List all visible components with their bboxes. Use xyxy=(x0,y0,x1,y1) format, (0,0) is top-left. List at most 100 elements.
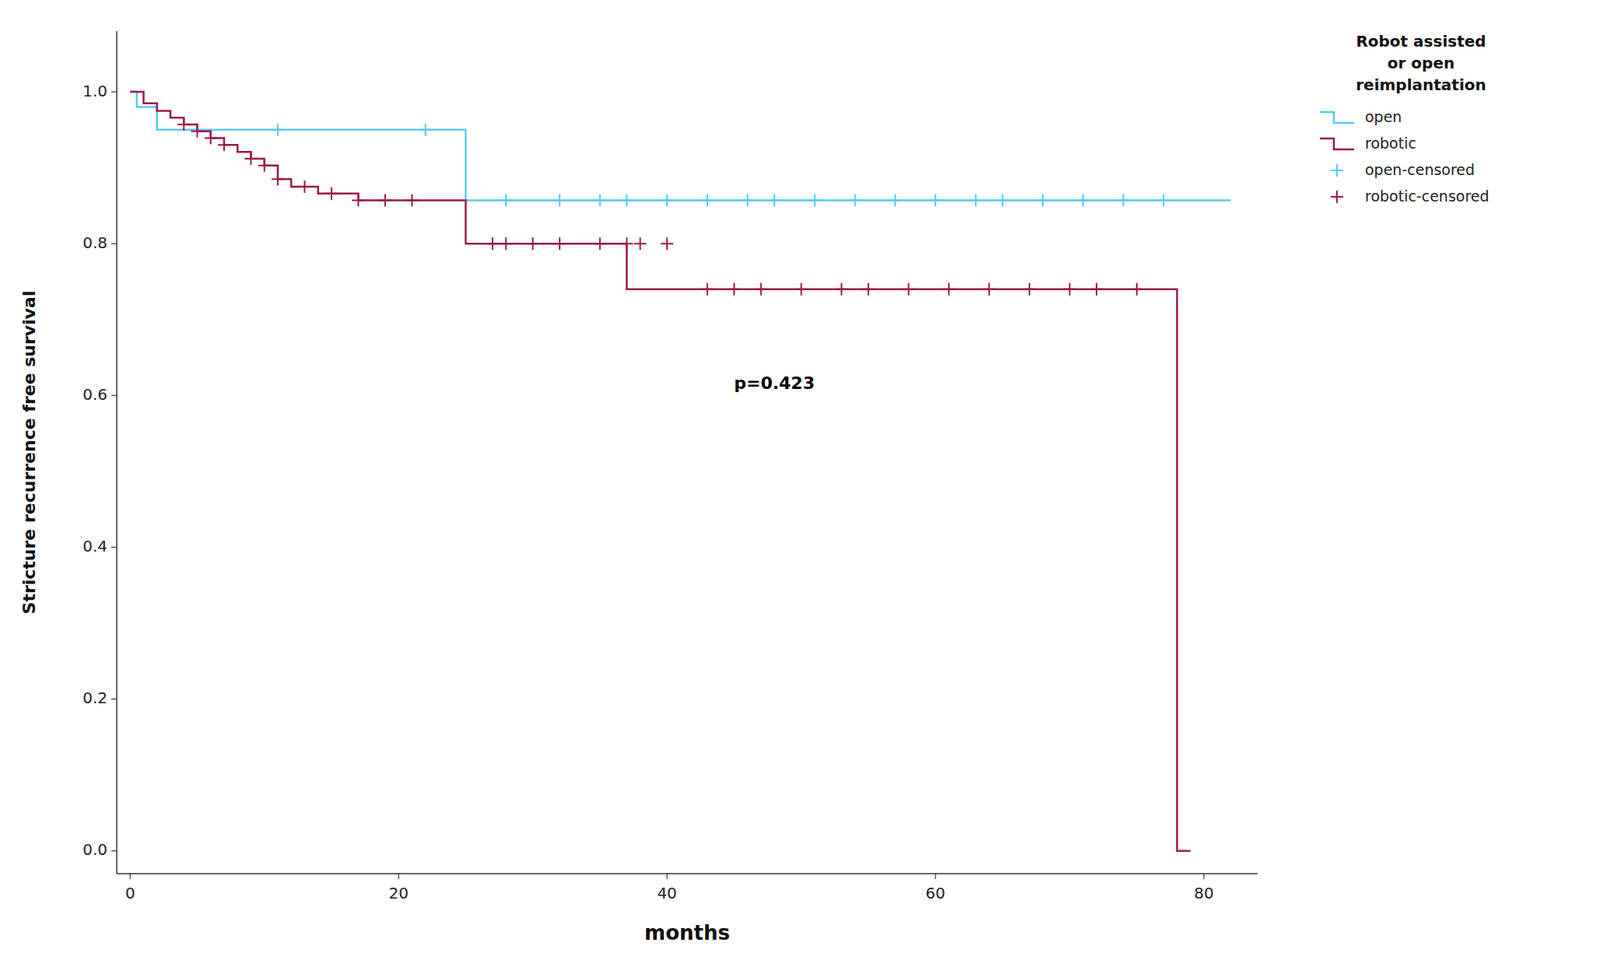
censored-mark xyxy=(1023,283,1036,296)
censored-mark xyxy=(351,194,365,208)
censored-marks xyxy=(177,118,1144,296)
censored-marks xyxy=(271,123,1170,208)
y-tick xyxy=(111,395,117,397)
x-tick xyxy=(398,873,400,880)
censored-mark xyxy=(405,194,418,208)
survival-line xyxy=(129,91,1231,201)
legend-title-line: or open xyxy=(1387,53,1455,73)
censored-mark xyxy=(553,237,566,250)
censored-mark xyxy=(888,194,902,208)
legend-swatch xyxy=(1319,138,1355,150)
plot-area xyxy=(129,91,1231,852)
y-tick-label: 0.8 xyxy=(82,233,108,253)
legend: Robot assistedor openreimplantation open r… xyxy=(1319,31,1490,205)
x-axis-label: months xyxy=(644,921,730,945)
censored-mark xyxy=(526,237,540,250)
censored-mark xyxy=(378,194,392,208)
censored-mark xyxy=(593,194,607,208)
y-tick xyxy=(111,547,117,548)
x-tick-label: 40 xyxy=(656,884,677,903)
censored-mark xyxy=(795,283,808,296)
axes: 0 20 40 60 80 0.0 0.2 0.4 0.6 0.8 1.0 xyxy=(82,31,1258,903)
censored-mark xyxy=(862,283,875,296)
censored-mark xyxy=(634,237,647,250)
legend-title-line: Robot assisted xyxy=(1355,31,1486,51)
censored-mark xyxy=(929,194,942,208)
censored-mark xyxy=(996,194,1009,208)
censored-mark xyxy=(902,283,916,296)
x-tick-label: 20 xyxy=(388,884,408,903)
censored-mark xyxy=(244,152,257,165)
censored-mark xyxy=(1157,194,1170,208)
censored-mark xyxy=(190,125,204,138)
censored-mark xyxy=(1090,283,1103,296)
y-tick xyxy=(111,91,117,92)
censored-mark xyxy=(701,283,714,296)
censored-mark xyxy=(768,194,781,208)
censored-mark xyxy=(217,138,231,151)
censored-mark xyxy=(325,187,338,200)
y-tick xyxy=(111,243,117,245)
x-axis-line xyxy=(116,873,1258,875)
legend-label: robotic-censored xyxy=(1364,187,1490,205)
censored-mark xyxy=(271,123,285,137)
legend-label: open xyxy=(1364,108,1402,126)
censored-mark xyxy=(942,283,955,296)
legend-label: robotic xyxy=(1364,134,1417,152)
legend-label: open-censored xyxy=(1364,161,1475,179)
censored-mark xyxy=(835,283,848,296)
censored-mark xyxy=(553,194,566,208)
censored-mark xyxy=(419,123,432,137)
censored-mark xyxy=(298,180,311,193)
legend-swatch xyxy=(1330,190,1344,204)
survival-line xyxy=(129,91,1191,852)
annotation: p=0.423 xyxy=(733,373,815,393)
censored-mark xyxy=(727,283,741,296)
censored-mark xyxy=(620,237,633,250)
y-tick-label: 0.0 xyxy=(82,840,108,860)
censored-mark xyxy=(701,194,714,208)
censored-mark xyxy=(177,118,190,131)
censored-mark xyxy=(1117,194,1130,208)
censored-mark xyxy=(593,237,607,250)
y-tick xyxy=(111,850,117,852)
y-axis-label: Stricture recurrence free survival xyxy=(19,291,39,615)
censored-mark xyxy=(271,172,285,186)
y-tick-label: 1.0 xyxy=(82,81,108,101)
x-tick xyxy=(1203,873,1204,880)
censored-mark xyxy=(204,132,218,145)
y-tick-label: 0.2 xyxy=(82,688,108,708)
censored-mark xyxy=(808,194,822,208)
censored-mark xyxy=(754,283,768,296)
y-axis-line xyxy=(115,31,118,874)
x-tick xyxy=(129,873,131,880)
censored-mark xyxy=(1130,283,1144,296)
censored-mark xyxy=(969,194,983,208)
legend-swatch xyxy=(1330,164,1344,177)
x-tick-label: 60 xyxy=(925,884,945,903)
y-tick-label: 0.6 xyxy=(82,385,108,404)
x-tick-label: 0 xyxy=(125,884,136,903)
censored-mark xyxy=(982,283,996,296)
censored-mark xyxy=(660,237,674,250)
legend-swatch xyxy=(1319,112,1355,123)
x-tick xyxy=(934,873,936,880)
legend-title-line: reimplantation xyxy=(1355,75,1486,95)
legend-title: Robot assistedor openreimplantation xyxy=(1355,31,1486,95)
censored-mark xyxy=(499,194,513,208)
chart: 0 20 40 60 80 0.0 0.2 0.4 0.6 0.8 1.0 months Strictu… xyxy=(0,0,1600,967)
censored-mark xyxy=(1036,194,1050,208)
censored-mark xyxy=(258,159,271,172)
censored-mark xyxy=(499,237,513,250)
censored-mark xyxy=(486,237,499,250)
censored-mark xyxy=(1077,194,1090,208)
censored-mark xyxy=(849,194,862,208)
censored-mark xyxy=(1063,283,1077,296)
x-tick-label: 80 xyxy=(1193,884,1214,903)
censored-mark xyxy=(660,194,674,208)
y-tick-label: 0.4 xyxy=(82,536,108,556)
censored-mark xyxy=(620,194,633,208)
x-tick xyxy=(666,873,668,880)
y-tick xyxy=(111,698,117,700)
censored-mark xyxy=(741,194,755,208)
